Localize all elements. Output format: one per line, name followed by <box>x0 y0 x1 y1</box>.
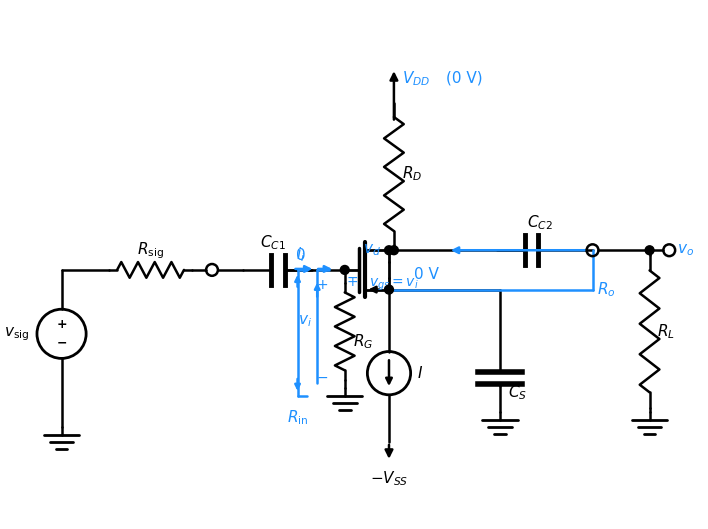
Text: −: − <box>347 271 358 285</box>
Text: $R_D$: $R_D$ <box>401 165 422 184</box>
Circle shape <box>384 246 394 254</box>
Text: $R_G$: $R_G$ <box>353 332 373 351</box>
Text: $R_{\rm sig}$: $R_{\rm sig}$ <box>137 240 164 261</box>
Text: −: − <box>57 336 67 349</box>
Text: +: + <box>347 275 358 289</box>
Text: $-V_{SS}$: $-V_{SS}$ <box>370 469 409 488</box>
Text: $C_{C2}$: $C_{C2}$ <box>527 213 552 232</box>
Text: $i_i$: $i_i$ <box>295 245 304 263</box>
Text: $R_{\rm in}$: $R_{\rm in}$ <box>287 408 308 427</box>
Circle shape <box>645 246 654 254</box>
Text: $V_{DD}$: $V_{DD}$ <box>401 69 430 87</box>
Text: $v_o$: $v_o$ <box>677 242 694 258</box>
Text: $v_d$: $v_d$ <box>363 242 381 258</box>
Text: $v_{\rm sig}$: $v_{\rm sig}$ <box>4 325 29 343</box>
Text: −: − <box>316 371 328 385</box>
Text: (0 V): (0 V) <box>446 71 483 86</box>
Text: $R_o$: $R_o$ <box>598 280 616 299</box>
Circle shape <box>341 266 349 275</box>
Text: +: + <box>316 278 328 291</box>
Text: $C_{C1}$: $C_{C1}$ <box>260 233 286 252</box>
Circle shape <box>389 246 399 254</box>
Text: $v_{gs}=v_i$: $v_{gs}=v_i$ <box>370 277 419 293</box>
Text: +: + <box>56 318 67 332</box>
Text: $C_S$: $C_S$ <box>508 384 527 402</box>
Text: $R_L$: $R_L$ <box>658 322 675 341</box>
Text: $0$: $0$ <box>295 247 305 263</box>
Text: $I$: $I$ <box>416 365 423 381</box>
Circle shape <box>384 285 394 294</box>
Text: 0 V: 0 V <box>413 267 438 282</box>
Text: $v_i$: $v_i$ <box>298 314 312 330</box>
